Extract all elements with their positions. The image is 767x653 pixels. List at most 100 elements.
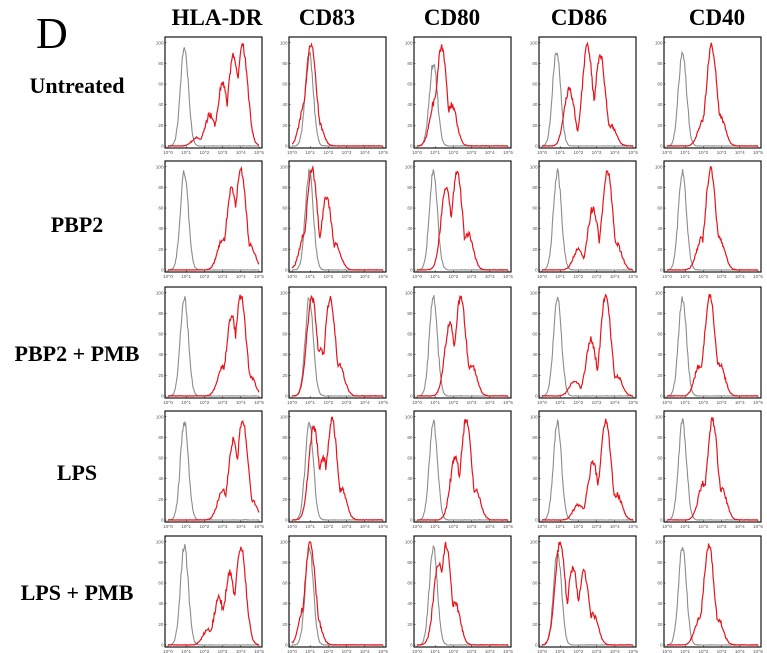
plot-pbp2-pmb-cd83: 0 20 40 60 80 100 10^0 10^1 10^2 10^3 10^4 10^5 — [280, 286, 388, 405]
x-tick-label: 10^3 — [592, 649, 602, 653]
y-tick-label: 40 — [532, 102, 538, 107]
stained-histogram — [666, 294, 759, 397]
y-tick-label: 100 — [156, 164, 164, 169]
x-tick-label: 10^1 — [305, 400, 315, 405]
x-tick-label: 10^5 — [254, 649, 264, 653]
x-tick-label: 10^5 — [628, 649, 638, 653]
x-tick-label: 10^1 — [555, 649, 565, 653]
x-tick-label: 10^5 — [378, 400, 388, 405]
stained-histogram — [292, 416, 383, 521]
y-tick-label: 0 — [410, 268, 413, 273]
plot-lps-hla-dr: 0 20 40 60 80 100 10^0 10^1 10^2 10^3 10^4 10^5 — [156, 410, 264, 529]
plot-untreated-cd80: 0 20 40 60 80 100 10^0 10^1 10^2 10^3 10^4 10^5 — [405, 36, 513, 155]
stained-histogram — [541, 541, 633, 646]
y-tick-label: 0 — [535, 394, 538, 399]
stained-histogram — [542, 170, 634, 271]
y-tick-label: 20 — [158, 497, 164, 502]
x-tick-label: 10^5 — [753, 400, 763, 405]
y-tick-label: 40 — [158, 226, 164, 231]
x-tick-label: 10^2 — [199, 649, 209, 653]
plot-frame — [288, 535, 387, 648]
x-tick-label: 10^3 — [592, 150, 602, 155]
x-tick-label: 10^3 — [218, 649, 228, 653]
y-tick-label: 40 — [282, 226, 288, 231]
column-header-cd83: CD83 — [298, 5, 356, 30]
x-tick-label: 10^0 — [163, 524, 173, 529]
plot-frame — [288, 160, 387, 273]
y-tick-label: 100 — [405, 290, 413, 295]
x-tick-label: 10^1 — [680, 274, 690, 279]
y-tick-label: 100 — [405, 164, 413, 169]
x-tick-label: 10^1 — [555, 524, 565, 529]
x-tick-label: 10^3 — [467, 400, 477, 405]
y-tick-label: 100 — [530, 164, 538, 169]
x-tick-label: 10^1 — [430, 400, 440, 405]
x-tick-label: 10^4 — [360, 274, 370, 279]
x-tick-label: 10^5 — [753, 150, 763, 155]
plot-frame — [413, 36, 512, 149]
stained-histogram — [417, 294, 509, 397]
y-tick-label: 100 — [655, 290, 663, 295]
y-tick-label: 60 — [158, 581, 164, 586]
x-tick-label: 10^5 — [503, 400, 513, 405]
x-tick-label: 10^5 — [378, 274, 388, 279]
y-tick-label: 0 — [161, 518, 164, 523]
y-tick-label: 80 — [407, 185, 413, 190]
y-tick-label: 20 — [158, 247, 164, 252]
y-tick-label: 100 — [280, 164, 288, 169]
x-tick-label: 10^3 — [342, 649, 352, 653]
plot-untreated-hla-dr: 0 20 40 60 80 100 10^0 10^1 10^2 10^3 10^4 10^5 — [156, 36, 264, 155]
x-tick-label: 10^2 — [323, 649, 333, 653]
x-tick-label: 10^0 — [163, 274, 173, 279]
x-tick-label: 10^2 — [573, 524, 583, 529]
x-tick-label: 10^0 — [287, 524, 297, 529]
x-tick-label: 10^4 — [236, 150, 246, 155]
x-tick-label: 10^4 — [360, 400, 370, 405]
y-tick-label: 60 — [282, 581, 288, 586]
y-tick-label: 40 — [282, 476, 288, 481]
stained-histogram — [666, 165, 759, 271]
y-tick-label: 80 — [532, 185, 538, 190]
y-tick-label: 80 — [158, 435, 164, 440]
x-tick-label: 10^0 — [412, 400, 422, 405]
plot-pbp2-cd80: 0 20 40 60 80 100 10^0 10^1 10^2 10^3 10^4 10^5 — [405, 160, 513, 279]
y-tick-label: 60 — [532, 82, 538, 87]
y-tick-label: 80 — [282, 560, 288, 565]
x-tick-label: 10^0 — [412, 649, 422, 653]
y-tick-label: 0 — [660, 643, 663, 648]
y-tick-label: 20 — [657, 247, 663, 252]
x-tick-label: 10^1 — [305, 524, 315, 529]
stained-histogram — [168, 546, 260, 646]
y-tick-label: 40 — [158, 476, 164, 481]
stained-histogram — [417, 541, 509, 646]
y-tick-label: 0 — [660, 268, 663, 273]
plot-lps-cd80: 0 20 40 60 80 100 10^0 10^1 10^2 10^3 10^4 10^5 — [405, 410, 513, 529]
y-tick-label: 20 — [657, 497, 663, 502]
y-tick-label: 20 — [407, 497, 413, 502]
plot-lps-pmb-cd80: 0 20 40 60 80 100 10^0 10^1 10^2 10^3 10^4 10^5 — [405, 535, 513, 653]
x-tick-label: 10^2 — [573, 150, 583, 155]
stained-histogram — [168, 420, 260, 521]
x-tick-label: 10^5 — [378, 524, 388, 529]
x-tick-label: 10^5 — [503, 524, 513, 529]
y-tick-label: 60 — [282, 332, 288, 337]
y-tick-label: 0 — [660, 518, 663, 523]
y-tick-label: 80 — [407, 435, 413, 440]
x-tick-label: 10^3 — [592, 274, 602, 279]
y-tick-label: 100 — [405, 414, 413, 419]
stained-histogram — [416, 170, 508, 271]
y-tick-label: 100 — [280, 539, 288, 544]
x-tick-label: 10^0 — [662, 649, 672, 653]
plot-lps-pmb-cd83: 0 20 40 60 80 100 10^0 10^1 10^2 10^3 10^4 10^5 — [280, 535, 388, 653]
y-tick-label: 60 — [532, 332, 538, 337]
y-tick-label: 0 — [161, 268, 164, 273]
x-tick-label: 10^1 — [430, 150, 440, 155]
x-tick-label: 10^3 — [467, 524, 477, 529]
plot-untreated-cd40: 0 20 40 60 80 100 10^0 10^1 10^2 10^3 10^4 10^5 — [655, 36, 763, 155]
y-tick-label: 60 — [657, 456, 663, 461]
x-tick-label: 10^2 — [448, 524, 458, 529]
plot-frame — [288, 286, 387, 399]
y-tick-label: 80 — [657, 185, 663, 190]
y-tick-label: 20 — [282, 123, 288, 128]
x-tick-label: 10^5 — [254, 524, 264, 529]
